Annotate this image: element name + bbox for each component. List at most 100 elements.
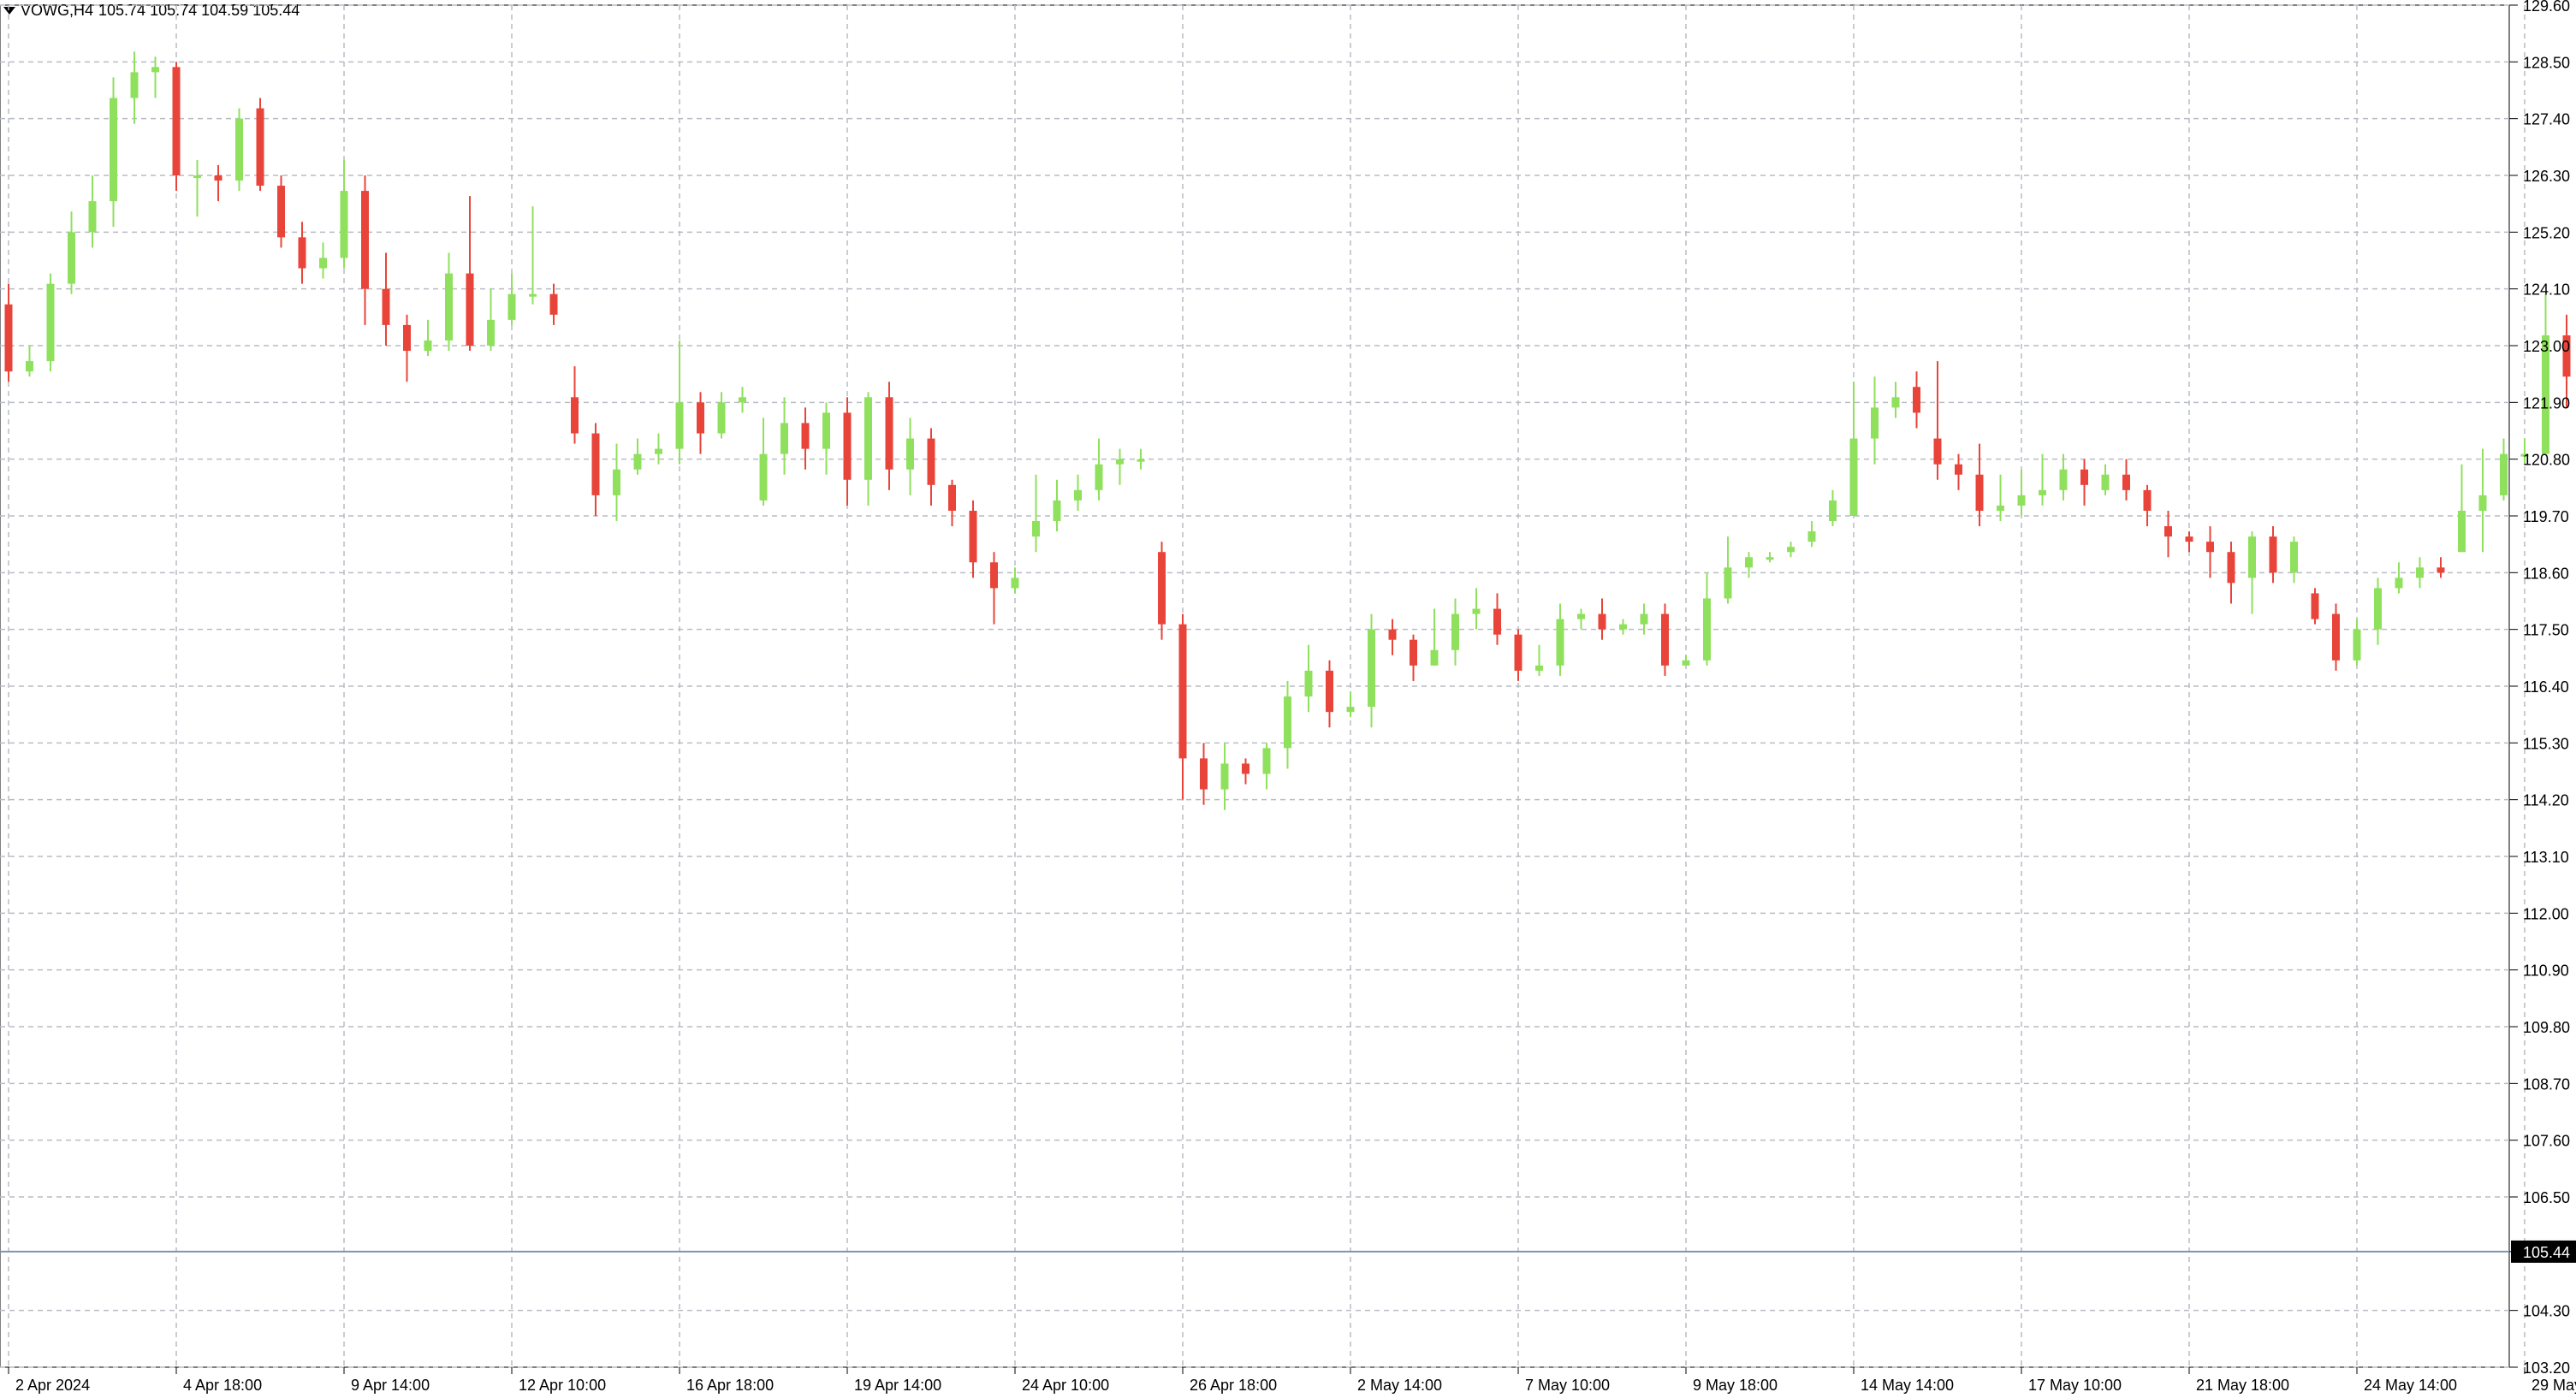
- candle: [1368, 613, 1375, 728]
- candle-body: [1891, 397, 1900, 408]
- candle: [906, 418, 914, 495]
- candle: [990, 552, 998, 625]
- candle-body: [1053, 500, 1061, 522]
- candle-body: [1410, 639, 1417, 666]
- candle: [1242, 758, 1249, 785]
- candle: [88, 175, 97, 248]
- x-tick-label: 29 May 10:00: [2531, 1377, 2576, 1394]
- x-tick-label: 4 Apr 18:00: [183, 1377, 262, 1394]
- candle: [759, 418, 768, 506]
- candle: [1032, 474, 1040, 553]
- candle: [1304, 644, 1313, 713]
- y-tick-label: 128.50: [2523, 54, 2570, 71]
- candle: [1975, 443, 1984, 527]
- candle: [1829, 489, 1837, 527]
- current-price-label: 105.44: [2523, 1244, 2570, 1261]
- collapse-triangle-icon[interactable]: [3, 7, 15, 15]
- candle: [1472, 588, 1481, 630]
- candle-body: [1095, 464, 1103, 490]
- candle-body: [1745, 557, 1753, 568]
- candle-body: [1871, 407, 1879, 439]
- x-tick-label: 24 May 14:00: [2364, 1377, 2457, 1394]
- candle: [2542, 293, 2549, 454]
- candle-body: [2478, 495, 2487, 511]
- candle: [26, 346, 33, 377]
- candle-body: [68, 232, 75, 284]
- candle-body: [382, 288, 390, 325]
- candle: [1619, 619, 1627, 635]
- candle-body: [885, 397, 893, 470]
- candle-body: [906, 438, 914, 470]
- candle-body: [172, 67, 181, 175]
- candle-body: [1577, 613, 1585, 619]
- time-axis: 2 Apr 2024 4 Apr 18:00 9 Apr 14:00 12 Apr 1…: [8, 1367, 2576, 1394]
- candle: [403, 314, 411, 382]
- candle: [1200, 743, 1208, 805]
- candle: [1410, 634, 1417, 681]
- candle-body: [361, 191, 369, 289]
- candle-body: [2143, 489, 2152, 511]
- price-axis: 129.60 128.50 127.40 126.30 125.20 124.10 123.…: [2509, 0, 2576, 1377]
- candle-body: [1514, 634, 1522, 671]
- candle: [46, 273, 55, 372]
- candle-body: [256, 108, 264, 187]
- candle: [739, 387, 746, 413]
- ohlc-values: 105.74 105.74 104.59 105.44: [98, 2, 300, 19]
- candle-body: [1787, 547, 1795, 553]
- candle-body: [739, 397, 746, 403]
- candle-body: [1116, 459, 1124, 465]
- candle-body: [864, 397, 872, 480]
- candle-body: [969, 510, 977, 563]
- candle-body: [2437, 567, 2445, 573]
- candle-body: [2269, 536, 2277, 573]
- candle: [1556, 603, 1564, 676]
- candle: [549, 283, 558, 325]
- candle: [340, 159, 348, 269]
- candle-body: [26, 361, 33, 372]
- candle-body: [1326, 670, 1333, 713]
- candle-body: [2500, 453, 2508, 495]
- candle-body: [529, 293, 537, 297]
- candle: [2374, 578, 2382, 645]
- candle: [717, 392, 726, 439]
- candle: [843, 397, 852, 506]
- candle: [2080, 459, 2088, 506]
- candle: [2122, 459, 2130, 501]
- candle: [613, 443, 620, 522]
- candle-body: [1829, 500, 1837, 522]
- candle-body: [1556, 619, 1564, 666]
- y-tick-label: 127.40: [2523, 111, 2570, 128]
- candle: [424, 319, 432, 357]
- candle: [1661, 603, 1669, 676]
- candle-body: [1472, 608, 1481, 614]
- candle: [781, 397, 788, 475]
- candle-body: [697, 402, 704, 434]
- candle: [927, 428, 935, 506]
- candle-body: [1451, 613, 1459, 650]
- candle: [591, 423, 600, 516]
- candle-body: [1242, 763, 1249, 774]
- candle-body: [1178, 624, 1187, 759]
- candle: [2059, 453, 2068, 501]
- candle-body: [2206, 542, 2214, 553]
- candle: [1284, 680, 1291, 769]
- candle-body: [110, 98, 117, 202]
- candle: [2290, 536, 2298, 583]
- candle-body: [151, 67, 159, 73]
- candle: [1346, 691, 1355, 718]
- candle-body: [2101, 474, 2110, 490]
- candle: [256, 98, 264, 192]
- candle-body: [1766, 557, 1774, 560]
- y-tick-label: 110.90: [2523, 963, 2569, 980]
- candle: [2143, 484, 2152, 527]
- y-tick-label: 112.00: [2523, 905, 2569, 922]
- y-tick-label: 107.60: [2523, 1133, 2570, 1150]
- x-tick-label: 24 Apr 10:00: [1022, 1377, 1109, 1394]
- candle-body: [2227, 552, 2235, 583]
- candle: [1514, 629, 1522, 681]
- candle: [1787, 542, 1795, 558]
- candle-body: [1158, 552, 1166, 625]
- candle: [110, 77, 117, 228]
- candle-body: [2332, 613, 2340, 660]
